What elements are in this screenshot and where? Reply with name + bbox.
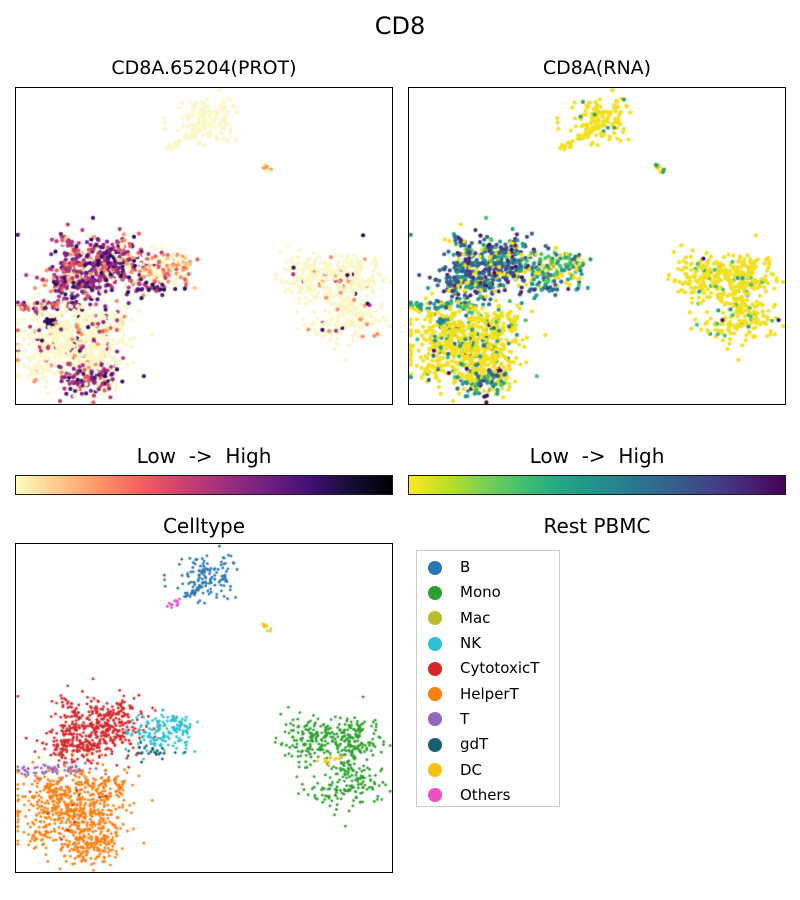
legend-title: Rest PBMC (543, 514, 651, 538)
umap-scatter-celltype (16, 544, 392, 872)
legend-label: Mac (460, 608, 491, 627)
panel-title-celltype: Celltype (162, 514, 246, 538)
legend-label: DC (460, 760, 483, 779)
panel-title-prot: CD8A.65204(PROT) (111, 57, 297, 79)
umap-panel-celltype (15, 543, 393, 873)
legend-label: Others (460, 785, 511, 804)
legend-label: B (460, 558, 471, 577)
legend-label: HelperT (460, 684, 519, 703)
legend-label: gdT (460, 735, 489, 754)
umap-scatter-rna (409, 88, 785, 404)
legend-item-nk: NK (428, 631, 559, 656)
legend-item-t: T (428, 707, 559, 732)
legend-marker-icon (428, 585, 442, 600)
legend-item-cytotoxict: CytotoxicT (428, 656, 559, 681)
legend-marker-icon (428, 636, 442, 651)
legend-marker-icon (428, 611, 442, 626)
legend-marker-icon (428, 560, 442, 575)
legend-item-b: B (428, 555, 559, 580)
colorbar-label-prot: Low -> High (136, 444, 272, 468)
colorbar-prot-magma (15, 475, 393, 495)
umap-panel-rna (408, 87, 786, 405)
figure-title: CD8 (374, 12, 426, 40)
legend-marker-icon (428, 687, 442, 702)
legend-label: T (460, 709, 470, 728)
legend-item-helpert: HelperT (428, 681, 559, 706)
legend-item-mac: Mac (428, 606, 559, 631)
legend-marker-icon (428, 661, 442, 676)
legend-item-others: Others (428, 783, 559, 808)
legend-marker-icon (428, 737, 442, 752)
legend-label: NK (460, 634, 482, 653)
colorbar-rna-viridis (408, 475, 786, 495)
legend-item-mono: Mono (428, 580, 559, 605)
panel-title-rna: CD8A(RNA) (542, 57, 652, 79)
legend-marker-icon (428, 788, 442, 803)
umap-scatter-prot (16, 88, 392, 404)
legend-marker-icon (428, 763, 442, 778)
colorbar-label-rna: Low -> High (529, 444, 665, 468)
legend-label: Mono (460, 583, 501, 602)
umap-panel-prot (15, 87, 393, 405)
legend-marker-icon (428, 712, 442, 727)
legend-label: CytotoxicT (460, 659, 540, 678)
legend-item-gdt: gdT (428, 732, 559, 757)
legend-item-dc: DC (428, 757, 559, 782)
